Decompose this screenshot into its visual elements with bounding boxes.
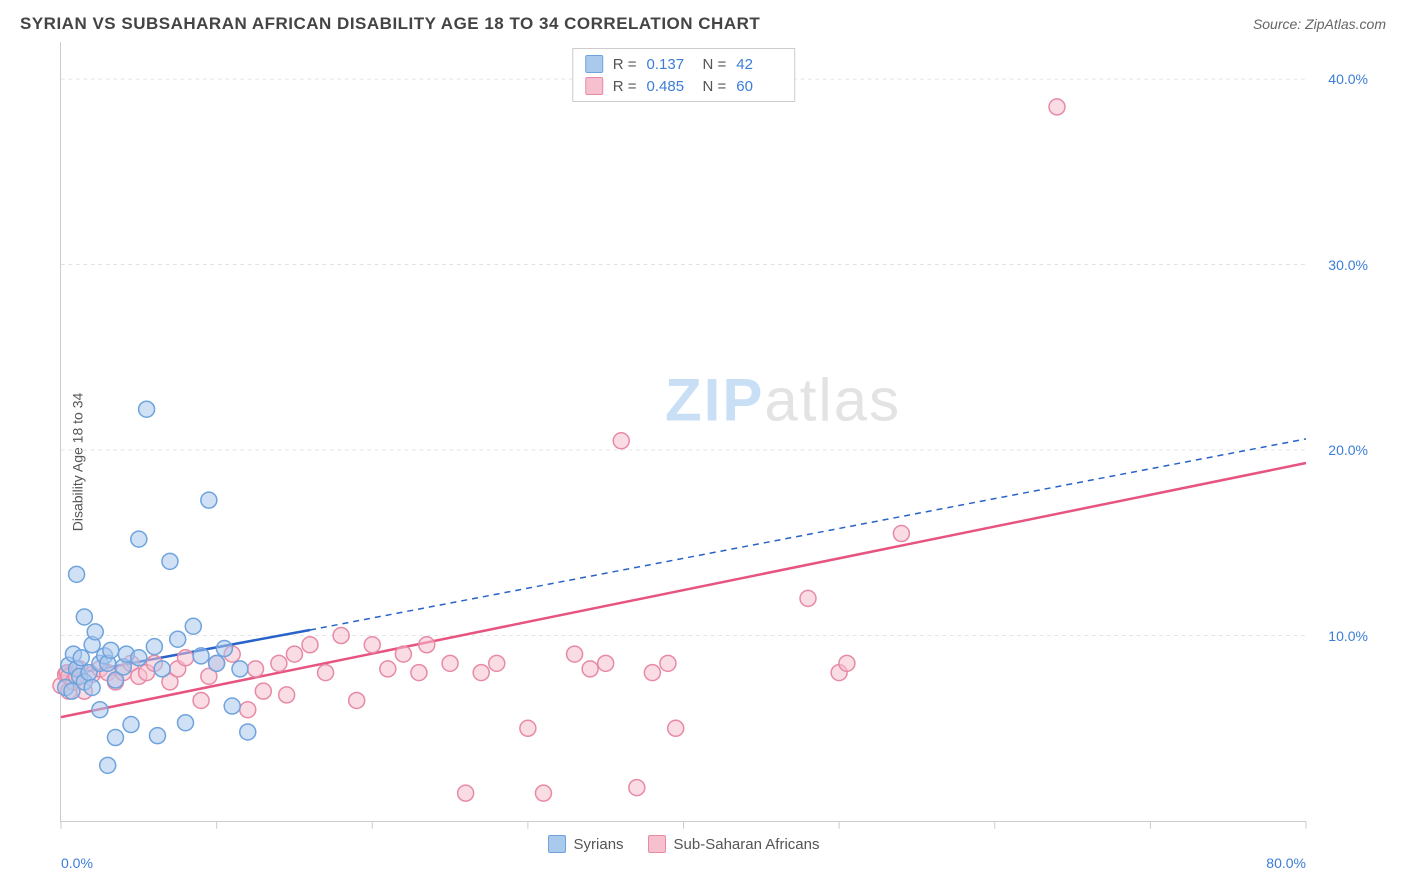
swatch-series1 — [585, 55, 603, 73]
chart-header: SYRIAN VS SUBSAHARAN AFRICAN DISABILITY … — [0, 0, 1406, 42]
data-point — [419, 637, 435, 653]
r-value-2: 0.485 — [647, 78, 693, 95]
r-label-1: R = — [613, 56, 637, 73]
n-value-1: 42 — [736, 56, 782, 73]
stats-row-2: R = 0.485 N = 60 — [585, 75, 783, 97]
r-label-2: R = — [613, 78, 637, 95]
data-point — [131, 531, 147, 547]
data-point — [185, 618, 201, 634]
legend-swatch-2 — [648, 835, 666, 853]
data-point — [644, 665, 660, 681]
data-point — [170, 631, 186, 647]
legend-label-2: Sub-Saharan Africans — [674, 836, 820, 853]
legend-item-2: Sub-Saharan Africans — [648, 835, 820, 853]
n-label-2: N = — [703, 78, 727, 95]
data-point — [582, 661, 598, 677]
data-point — [660, 655, 676, 671]
y-tick-label: 30.0% — [1328, 257, 1368, 273]
data-point — [87, 624, 103, 640]
data-point — [473, 665, 489, 681]
data-point — [535, 785, 551, 801]
data-point — [442, 655, 458, 671]
data-point — [598, 655, 614, 671]
scatter-points-svg — [61, 42, 1306, 821]
n-value-2: 60 — [736, 78, 782, 95]
data-point — [279, 687, 295, 703]
chart-source: Source: ZipAtlas.com — [1253, 16, 1386, 32]
data-point — [76, 609, 92, 625]
data-point — [349, 692, 365, 708]
series1-points — [58, 401, 256, 773]
data-point — [240, 724, 256, 740]
data-point — [567, 646, 583, 662]
data-point — [69, 566, 85, 582]
legend-label-1: Syrians — [574, 836, 624, 853]
data-point — [629, 780, 645, 796]
data-point — [201, 492, 217, 508]
data-point — [92, 702, 108, 718]
x-tick-label: 80.0% — [1266, 855, 1306, 871]
data-point — [193, 648, 209, 664]
data-point — [84, 679, 100, 695]
data-point — [224, 698, 240, 714]
data-point — [668, 720, 684, 736]
stats-row-1: R = 0.137 N = 42 — [585, 53, 783, 75]
legend-item-1: Syrians — [548, 835, 624, 853]
r-value-1: 0.137 — [647, 56, 693, 73]
data-point — [178, 715, 194, 731]
n-label-1: N = — [703, 56, 727, 73]
data-point — [107, 730, 123, 746]
data-point — [209, 655, 225, 671]
data-point — [318, 665, 334, 681]
data-point — [154, 661, 170, 677]
data-point — [893, 526, 909, 542]
data-point — [302, 637, 318, 653]
data-point — [395, 646, 411, 662]
data-point — [839, 655, 855, 671]
x-ticks — [61, 821, 1306, 829]
data-point — [364, 637, 380, 653]
legend-swatch-1 — [548, 835, 566, 853]
stats-box: R = 0.137 N = 42 R = 0.485 N = 60 — [572, 48, 796, 102]
chart-container: Disability Age 18 to 34 ZIPatlas 10.0%20… — [50, 42, 1376, 882]
swatch-series2 — [585, 77, 603, 95]
data-point — [333, 628, 349, 644]
chart-title: SYRIAN VS SUBSAHARAN AFRICAN DISABILITY … — [20, 14, 760, 34]
x-tick-label: 0.0% — [61, 855, 93, 871]
data-point — [131, 650, 147, 666]
data-point — [248, 661, 264, 677]
data-point — [411, 665, 427, 681]
data-point — [380, 661, 396, 677]
data-point — [800, 590, 816, 606]
y-tick-label: 40.0% — [1328, 71, 1368, 87]
series2-points — [53, 99, 1065, 801]
data-point — [100, 757, 116, 773]
data-point — [73, 650, 89, 666]
data-point — [146, 639, 162, 655]
data-point — [216, 641, 232, 657]
data-point — [255, 683, 271, 699]
data-point — [520, 720, 536, 736]
data-point — [240, 702, 256, 718]
data-point — [286, 646, 302, 662]
data-point — [613, 433, 629, 449]
data-point — [178, 650, 194, 666]
data-point — [123, 717, 139, 733]
y-tick-label: 10.0% — [1328, 628, 1368, 644]
data-point — [232, 661, 248, 677]
data-point — [139, 401, 155, 417]
data-point — [458, 785, 474, 801]
data-point — [1049, 99, 1065, 115]
data-point — [193, 692, 209, 708]
data-point — [489, 655, 505, 671]
data-point — [103, 642, 119, 658]
data-point — [149, 728, 165, 744]
plot-area: ZIPatlas 10.0%20.0%30.0%40.0% 0.0%80.0% … — [60, 42, 1306, 822]
y-tick-label: 20.0% — [1328, 442, 1368, 458]
legend-bottom: Syrians Sub-Saharan Africans — [548, 835, 820, 853]
data-point — [271, 655, 287, 671]
data-point — [162, 553, 178, 569]
